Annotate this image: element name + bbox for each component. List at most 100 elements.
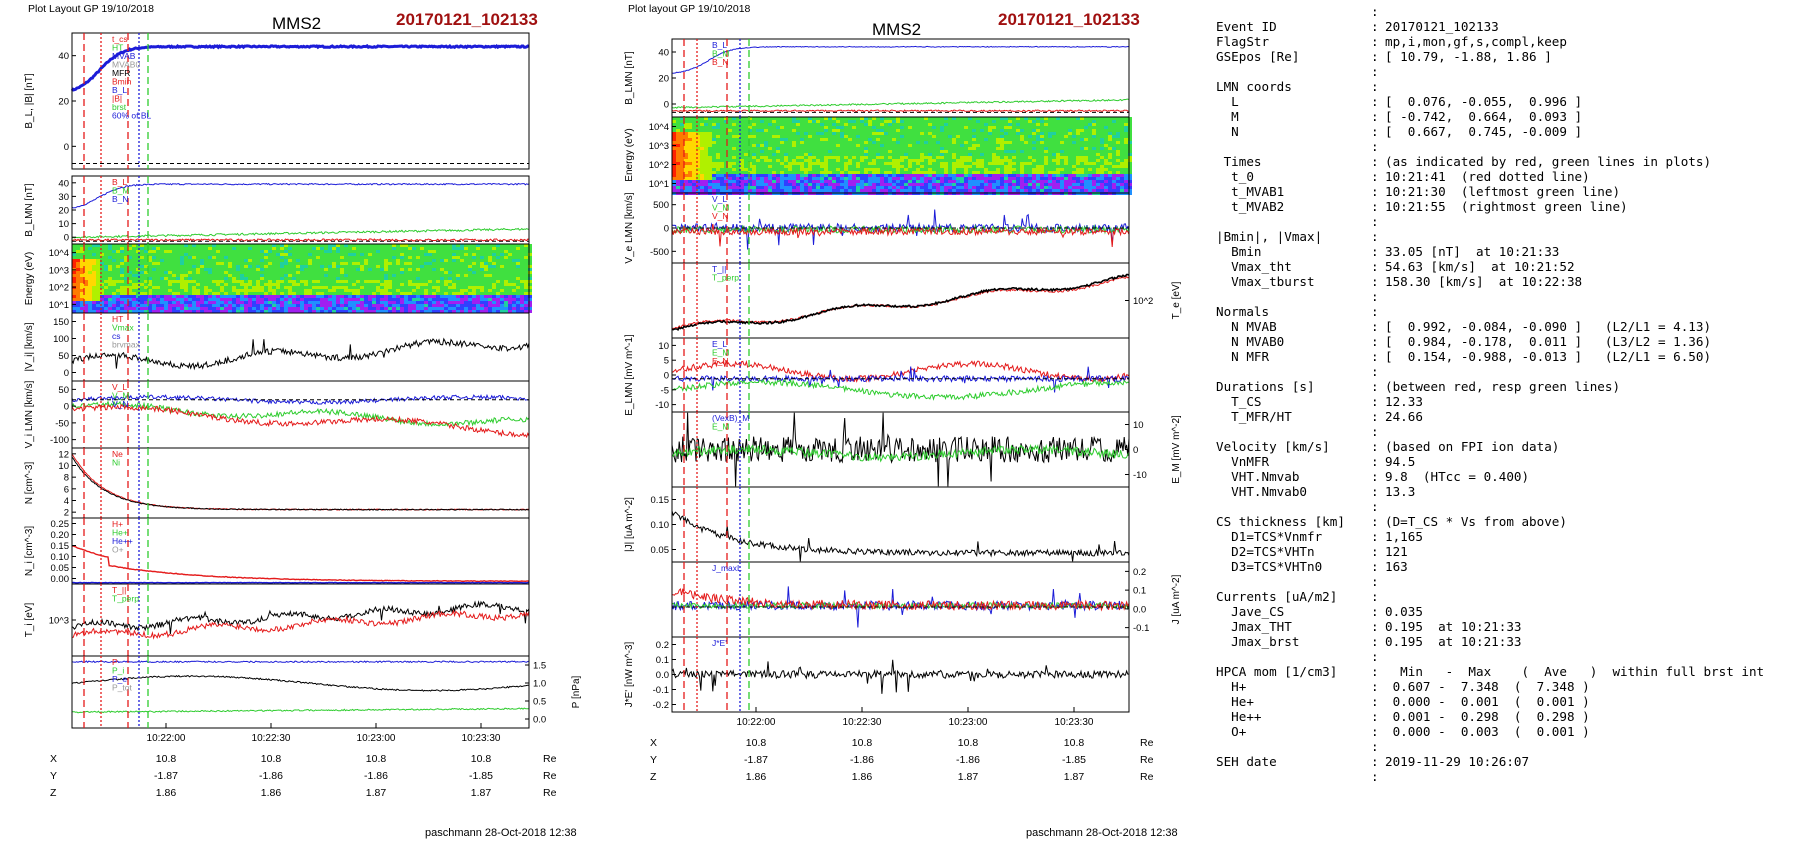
- info-value: 121: [1385, 544, 1408, 559]
- left-panel-3-spectrogram: [72, 244, 532, 313]
- right-time-label: 10:23:00: [949, 717, 988, 728]
- info-colon: :: [1371, 154, 1379, 169]
- info-row: D1=TCS*Vnmfr:1,165: [1216, 529, 1800, 544]
- left-panel-5-frame: [71, 380, 530, 449]
- info-key: FlagStr: [1216, 34, 1270, 49]
- right-panel-9-tick-label: -0.1: [653, 685, 669, 696]
- left-panel-3-tick-label: 10^1: [49, 300, 69, 311]
- left-panel-4-legend-item: HT: [112, 314, 123, 324]
- left-panel-2-legend-item: B_M: [112, 186, 129, 196]
- left-panel-9-series: [72, 707, 530, 714]
- left-event-id: 20170121_102133: [396, 10, 538, 29]
- left-panel-7-tick-label: 0.10: [51, 552, 70, 563]
- info-value: (based on FPI ion data): [1385, 439, 1560, 454]
- info-row: t_0:10:21:41 (red dotted line): [1216, 169, 1800, 184]
- info-row: HPCA mom [1/cm3]: Min - Max ( Ave ) with…: [1216, 664, 1800, 679]
- info-colon: :: [1371, 139, 1379, 154]
- right-panel-1: 0 20 40 B_LMN [nT] B_LB_MB_N: [624, 38, 1130, 118]
- info-key: GSEpos [Re]: [1216, 49, 1300, 64]
- info-colon: :: [1371, 424, 1379, 439]
- left-footer: paschmann 28-Oct-2018 12:38: [425, 827, 577, 839]
- info-value: 33.05 [nT] at 10:21:33: [1385, 244, 1560, 259]
- left-panel-7-legend-item: H+: [112, 519, 123, 529]
- right-panel-6-tick-label: 0: [1133, 445, 1138, 456]
- left-panel-4-series: [71, 337, 530, 371]
- left-panel-7-tick-label: 0.25: [51, 519, 70, 530]
- right-footer: paschmann 28-Oct-2018 12:38: [1026, 827, 1178, 839]
- info-colon: :: [1371, 769, 1379, 784]
- left-panel-4-ylabel: |V_i| [km/s]: [24, 322, 35, 371]
- left-panel-4-tick-label: 0: [64, 368, 69, 379]
- info-row: Vmax_tburst:158.30 [km/s] at 10:22:38: [1216, 274, 1800, 289]
- info-key: LMN coords: [1216, 79, 1292, 94]
- info-row: Event ID:20170121_102133: [1216, 19, 1800, 34]
- info-value: [ 0.667, 0.745, -0.009 ]: [1385, 124, 1583, 139]
- left-panel-2-tick-label: 0: [64, 233, 69, 244]
- info-row: N MFR: [ 0.154, -0.988, -0.013 ] (L2/L1 =…: [1216, 349, 1800, 364]
- info-key: HPCA mom [1/cm3]: [1216, 664, 1338, 679]
- right-ephem-value: 10.8: [852, 737, 873, 749]
- right-panel-2-ylabel: Energy (eV): [624, 128, 635, 181]
- left-ephem-value: 10.8: [366, 753, 387, 765]
- left-panel-1-legend-item: MVAB: [112, 51, 136, 61]
- right-panel-5-tick-label: -10: [655, 400, 669, 411]
- info-key: He+: [1216, 694, 1254, 709]
- left-panel-9-tick-label: 1.5: [533, 661, 546, 672]
- info-value: 2019-11-29 10:26:07: [1385, 754, 1530, 769]
- info-value: 0.195 at 10:21:33: [1385, 619, 1522, 634]
- info-key: VnMFR: [1216, 454, 1270, 469]
- info-row: VnMFR:94.5: [1216, 454, 1800, 469]
- left-panel-9-series: [71, 674, 530, 692]
- info-row: Durations [s]: (between red, resp green l…: [1216, 379, 1800, 394]
- left-panel-9-ylabel: P [nPa]: [571, 675, 582, 708]
- left-panel-9-legend-item: P: [112, 657, 118, 667]
- left-panel-1-legend-item: MFR: [112, 68, 130, 78]
- info-colon: :: [1371, 649, 1379, 664]
- left-panel-1-legend-item: MVAB0: [112, 60, 140, 70]
- right-panel-3-legend-item: V_M: [712, 203, 729, 213]
- info-colon: :: [1371, 274, 1379, 289]
- info-row: t_MVAB2:10:21:55 (rightmost green line): [1216, 199, 1800, 214]
- info-key: N MVAB: [1216, 319, 1277, 334]
- info-value: 0.000 - 0.001 ( 0.001 ): [1385, 694, 1590, 709]
- right-panel-8-tick-label: 0.2: [1133, 567, 1146, 578]
- info-key: CS thickness [km]: [1216, 514, 1345, 529]
- right-panel-4-ylabel: T_e [eV]: [1171, 281, 1182, 319]
- info-value: 0.000 - 0.003 ( 0.001 ): [1385, 724, 1590, 739]
- left-panel-1-legend-item: Bmin: [112, 77, 132, 87]
- right-panel-6-tick-label: 10: [1133, 420, 1144, 431]
- right-panel-4-series: [671, 273, 1130, 331]
- right-ephem-value: 1.86: [746, 771, 767, 783]
- left-panel-1-legend-item: B_L: [112, 85, 127, 95]
- left-panel-5: -100 -50 0 50 V_i LMN [km/s] V_LV_MV_N: [24, 380, 530, 449]
- info-value: [ 0.154, -0.988, -0.013 ] (L2/L1 = 6.50): [1385, 349, 1712, 364]
- left-panel-3: 10^1 10^2 10^3 10^4 Energy (eV): [24, 243, 532, 314]
- left-ephem-unit: Re: [543, 753, 557, 765]
- info-key: Event ID: [1216, 19, 1277, 34]
- info-colon: :: [1371, 379, 1379, 394]
- info-row: |Bmin|, |Vmax|:: [1216, 229, 1800, 244]
- right-panel-1-ylabel: B_LMN [nT]: [624, 51, 635, 105]
- right-panel-1-frame: [671, 38, 1130, 118]
- info-row: Vmax_tht:54.63 [km/s] at 10:21:52: [1216, 259, 1800, 274]
- info-colon: :: [1371, 604, 1379, 619]
- info-colon: :: [1371, 724, 1379, 739]
- right-panel-1-series: [671, 109, 1130, 113]
- info-colon: :: [1371, 94, 1379, 109]
- left-panel-1-tick-label: 40: [58, 51, 69, 62]
- info-colon: :: [1371, 589, 1379, 604]
- right-panel-9-tick-label: -0.2: [653, 700, 669, 711]
- right-panel-6-tick-label: -10: [1133, 470, 1147, 481]
- right-panel-9-tick-label: 0.2: [656, 640, 669, 651]
- right-ephem-value: 1.87: [1064, 771, 1085, 783]
- left-time-label: 10:23:00: [357, 733, 396, 744]
- info-row: Normals:: [1216, 304, 1800, 319]
- left-ephem-value: 10.8: [156, 753, 177, 765]
- left-panel-4-tick-label: 50: [58, 351, 69, 362]
- info-key: D3=TCS*VHTn0: [1216, 559, 1323, 574]
- left-panel-1-tick-label: 20: [58, 97, 69, 108]
- info-colon: :: [1371, 19, 1379, 34]
- right-panel-3-tick-label: 500: [653, 200, 669, 211]
- info-key: t_MVAB2: [1216, 199, 1285, 214]
